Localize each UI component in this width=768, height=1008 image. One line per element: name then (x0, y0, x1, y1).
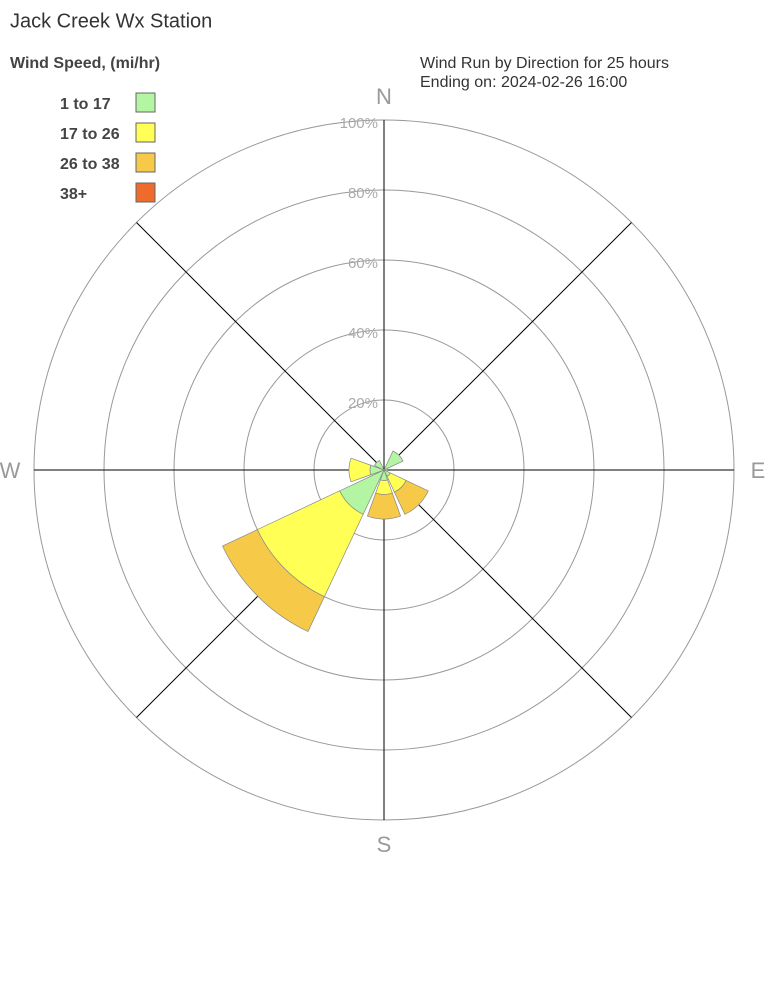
r-tick-label: 80% (348, 185, 378, 202)
legend-swatch (135, 122, 156, 143)
direction-label: W (0, 458, 21, 483)
subtitle: Ending on: 2024-02-26 16:00 (420, 74, 627, 91)
r-tick-label: 100% (340, 115, 378, 132)
legend-label: 38+ (60, 186, 87, 203)
direction-label: N (376, 84, 392, 109)
subtitle: Wind Run by Direction for 25 hours (420, 55, 669, 72)
r-tick-label: 20% (348, 395, 378, 412)
wedge-segment (348, 457, 372, 483)
r-tick-label: 60% (348, 255, 378, 272)
legend-swatch (135, 92, 156, 113)
wedge-segment (374, 460, 385, 471)
legend-label: 26 to 38 (60, 156, 120, 173)
direction-label: S (377, 832, 392, 857)
wedge-segment (222, 529, 325, 632)
wedge-segment (393, 479, 429, 515)
wedge-segment (366, 492, 402, 520)
wedge-segment (383, 450, 404, 471)
legend-label: 17 to 26 (60, 126, 120, 143)
direction-label: E (751, 458, 766, 483)
legend-title: Wind Speed, (mi/hr) (10, 55, 160, 72)
legend-swatch (135, 152, 156, 173)
r-tick-label: 40% (348, 325, 378, 342)
legend-label: 1 to 17 (60, 96, 111, 113)
chart-title: Jack Creek Wx Station (10, 10, 212, 32)
legend-swatch (135, 182, 156, 203)
